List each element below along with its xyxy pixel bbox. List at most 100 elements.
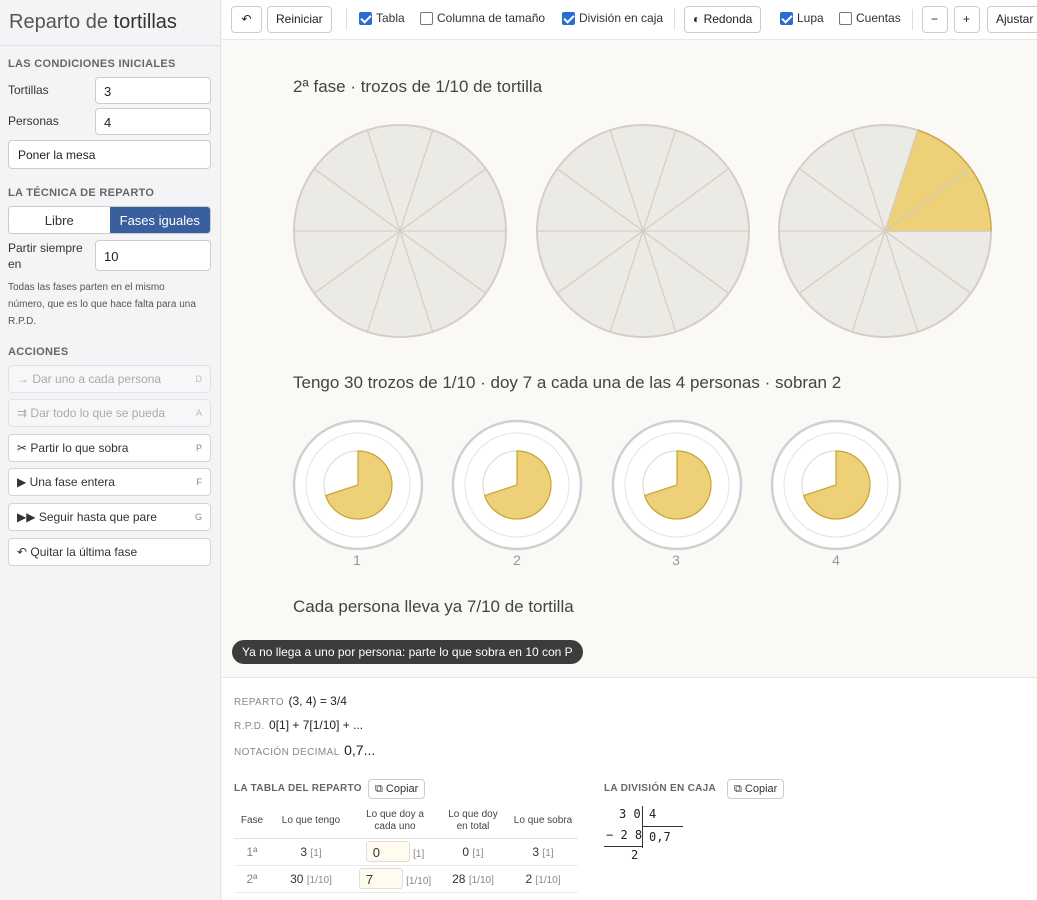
arrow-right-icon: → (17, 372, 29, 386)
split-input[interactable]: 10 (95, 240, 211, 271)
copy-icon: ⧉ (375, 783, 383, 795)
fit-button[interactable]: Ajustar (987, 6, 1037, 33)
tortillas-label: Tortillas (8, 83, 49, 97)
action-full-phase-button[interactable]: ▶ Una fase entera F (8, 468, 211, 496)
copy-table-button[interactable]: ⧉ Copiar (368, 779, 426, 799)
zoom-out-button[interactable]: − (922, 6, 948, 33)
action-continue-button[interactable]: ▶▶ Seguir hasta que pare G (8, 503, 211, 531)
person-plate (451, 419, 583, 551)
tortilla (536, 124, 750, 338)
slice-line (851, 230, 886, 333)
checkbox-icon (420, 11, 433, 25)
table-row: 2ª 30 [1/10] 7 [1/10] 28 [1/10] 2 [1/10] (234, 865, 578, 893)
shortcut-key: D (195, 374, 203, 384)
checkbox-checked-icon (359, 11, 372, 25)
slice-line (884, 129, 919, 232)
lupa-checkbox[interactable]: Lupa (780, 11, 824, 25)
hint-toast: Ya no llega a uno por persona: parte lo … (232, 640, 583, 664)
section-initial-conditions: LAS CONDICIONES INICIALES (8, 58, 176, 70)
distribution-table: Fase Lo que tengo Lo que doy a cada uno … (234, 804, 578, 893)
slice-line (556, 230, 644, 294)
results-panel: REPARTO (3, 4) = 3/4 R.P.D. 0[1] + 7[1/1… (222, 678, 1037, 900)
technique-equal-option[interactable]: Fases iguales (109, 207, 210, 233)
decimal-row: NOTACIÓN DECIMAL 0,7... (234, 742, 376, 758)
checkbox-checked-icon (780, 11, 793, 25)
action-give-all-button[interactable]: ⇉ Dar todo lo que se pueda A (8, 399, 211, 427)
undo-icon: ↶ (241, 12, 252, 26)
division-bar (604, 846, 642, 847)
slice-line (609, 230, 644, 333)
undo-button[interactable]: ↶ (231, 6, 262, 33)
slice-line (399, 230, 487, 294)
plate-rim (783, 432, 889, 538)
phase-cell: 2ª (234, 865, 270, 893)
reparto-value: (3, 4) = 3/4 (288, 694, 347, 708)
divider (0, 45, 221, 46)
copy-icon: ⧉ (734, 783, 742, 795)
give-input[interactable]: 0 (365, 841, 410, 862)
phase-heading: 2ª fase · trozos de 1/10 de tortilla (293, 77, 543, 96)
people-label: Personas (8, 114, 59, 128)
dividend: 3 0 (619, 807, 641, 821)
slice-line (642, 168, 730, 232)
table-title: LA TABLA DEL REPARTO (234, 783, 362, 794)
double-arrow-icon: ⇉ (17, 406, 28, 420)
action-give-one-button[interactable]: → Dar uno a cada persona D (8, 365, 211, 393)
give-cell: 0 [1] (352, 838, 438, 866)
checkbox-icon (839, 11, 852, 25)
share-wedge (483, 450, 552, 520)
share-wedge (324, 450, 393, 520)
technique-free-option[interactable]: Libre (44, 213, 74, 228)
division-bar (642, 806, 643, 848)
slice-line (313, 168, 401, 232)
tortillas-input[interactable]: 3 (95, 77, 211, 104)
divider (912, 9, 913, 30)
action-split-rest-button[interactable]: ✂ Partir lo que sobra P (8, 434, 211, 462)
copy-division-button[interactable]: ⧉ Copiar (727, 779, 785, 799)
rpd-row: R.P.D. 0[1] + 7[1/10] + ... (234, 718, 364, 732)
person-number: 3 (672, 552, 680, 568)
zoom-in-button[interactable]: + (954, 6, 980, 33)
tortilla (778, 124, 992, 338)
technique-toggle: Libre Fases iguales (8, 206, 211, 234)
left-cell: 2 [1/10] (508, 865, 578, 893)
column-header: Lo que sobra (508, 804, 578, 839)
slice-line (851, 129, 886, 232)
column-header: Lo que doy a cada uno (352, 804, 438, 839)
checkbox-checked-icon (562, 11, 575, 25)
give-input[interactable]: 7 (358, 868, 403, 889)
tortilla (293, 124, 507, 338)
person-number: 4 (832, 552, 840, 568)
undo-icon: ↶ (17, 545, 28, 559)
shortcut-key: F (196, 477, 203, 487)
columna-checkbox[interactable]: Columna de tamaño (420, 11, 545, 25)
tortillas-area (293, 124, 992, 338)
section-technique: LA TÉCNICA DE REPARTO (8, 187, 155, 199)
person-number: 1 (353, 552, 361, 568)
redonda-button[interactable]: ◐ Redonda (684, 6, 762, 33)
have-cell: 30 [1/10] (270, 865, 352, 893)
shortcut-key: G (194, 512, 202, 522)
phase-cell: 1ª (234, 838, 270, 866)
reset-button[interactable]: Reiniciar (267, 6, 332, 33)
slice-line (798, 168, 886, 232)
remaining-slice (883, 129, 972, 233)
split-label: Partir siempre en (8, 241, 83, 271)
quotient: 0,7 (649, 830, 671, 844)
shortcut-key: P (195, 443, 202, 453)
division-checkbox[interactable]: División en caja (562, 11, 663, 25)
divider (346, 9, 347, 30)
people-input[interactable]: 4 (95, 108, 211, 135)
slice-line (399, 230, 434, 333)
decimal-value: 0,7... (344, 742, 376, 758)
action-remove-last-phase-button[interactable]: ↶ Quitar la última fase (8, 538, 211, 566)
set-table-button[interactable]: Poner la mesa (8, 140, 211, 169)
cuentas-checkbox[interactable]: Cuentas (839, 11, 901, 25)
phase-summary: Tengo 30 trozos de 1/10 · doy 7 a cada u… (293, 373, 842, 392)
total-cell: 0 [1] (438, 838, 508, 866)
division-bar (643, 826, 683, 827)
slice-line (366, 230, 401, 333)
share-wedge (802, 450, 871, 520)
tabla-checkbox[interactable]: Tabla (359, 11, 405, 25)
slice-line (884, 230, 919, 333)
